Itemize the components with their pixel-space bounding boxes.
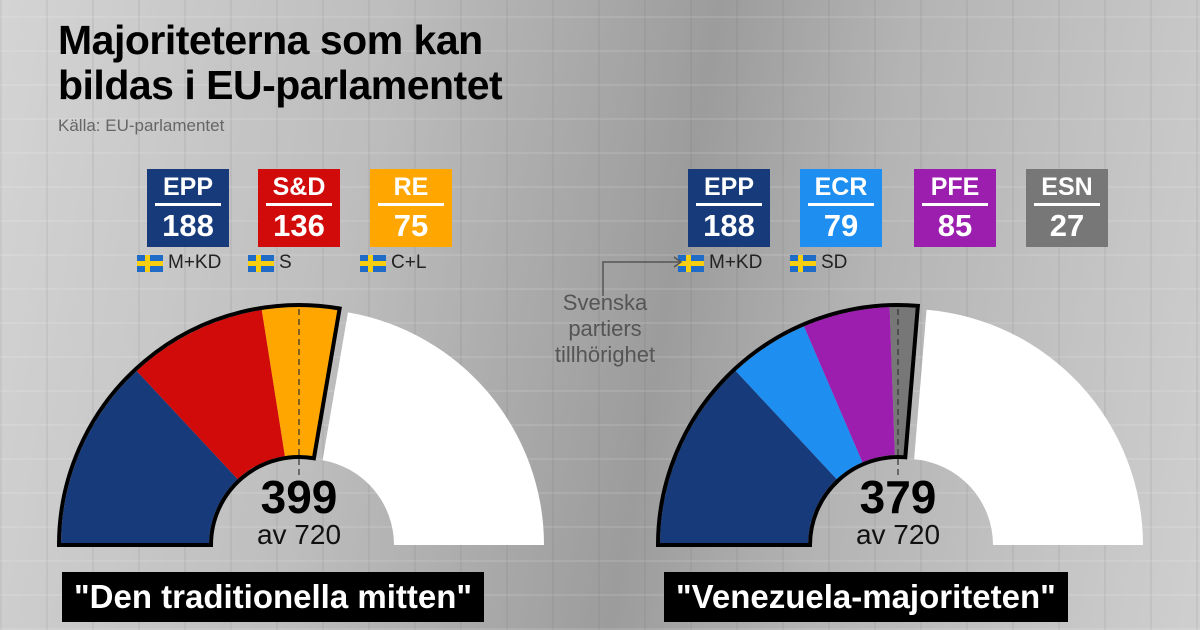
swedish-party-label: S: [279, 252, 292, 273]
swedish-flag-icon: [248, 254, 274, 272]
divider: [266, 203, 332, 206]
segment-ecr: [735, 326, 863, 480]
party-name: S&D: [272, 173, 326, 201]
party-box-epp: EPP 188: [688, 169, 770, 247]
party-box-re: RE 75: [370, 169, 452, 247]
party-name: PFE: [930, 173, 980, 201]
party-box-pfe: PFE 85: [914, 169, 996, 247]
divider: [1034, 203, 1100, 206]
annotation-swedish-parties: Svenska partiers tillhörighet: [540, 290, 670, 368]
party-box-sd: S&D 136: [258, 169, 340, 247]
swedish-party-label: SD: [821, 252, 848, 273]
swedish-party-label: M+KD: [168, 252, 222, 273]
swedish-parties: C+L: [360, 252, 426, 274]
party-seats: 188: [703, 208, 755, 243]
party-seats: 136: [273, 208, 325, 243]
swedish-flag-icon: [790, 254, 816, 272]
note-line: Svenska: [562, 290, 648, 315]
segment-epp: [660, 370, 837, 545]
note-line: partiers: [568, 316, 642, 341]
total-seats-right: 379 av 720: [823, 474, 973, 550]
swedish-flag-icon: [360, 254, 386, 272]
remaining-seats-arc: [914, 309, 1143, 545]
sum-label: av 720: [855, 519, 941, 550]
party-seats: 27: [1049, 208, 1085, 243]
segment-pfe: [804, 307, 895, 463]
swedish-flag-icon: [678, 254, 704, 272]
sum: 379: [859, 471, 937, 523]
title-line-2: bildas i EU-parlamentet: [58, 62, 503, 108]
swedish-parties: S: [248, 252, 292, 274]
chart-title-left: "Den traditionella mitten": [62, 572, 484, 622]
swedish-party-label: M+KD: [709, 252, 763, 273]
divider: [808, 203, 874, 206]
party-name: EPP: [162, 173, 214, 201]
total-seats-left: 399 av 720: [224, 474, 374, 550]
segment-esn: [889, 307, 918, 456]
remaining-seats-arc: [322, 312, 544, 545]
swedish-parties: M+KD: [137, 252, 221, 274]
coalition-outline: [655, 303, 921, 547]
sum: 399: [260, 471, 338, 523]
page-title: Majoriteterna som kan bildas i EU-parlame…: [58, 17, 503, 108]
party-seats: 188: [162, 208, 214, 243]
party-seats: 75: [393, 208, 429, 243]
swedish-parties: M+KD: [678, 252, 762, 274]
source: Källa: EU-parlamentet: [58, 116, 225, 135]
party-name: RE: [393, 173, 429, 201]
party-seats: 79: [823, 208, 859, 243]
divider: [155, 203, 221, 206]
annotation-arrow: [602, 261, 680, 296]
divider: [922, 203, 988, 206]
chart-title-right: "Venezuela-majoriteten": [664, 572, 1068, 622]
swedish-flag-icon: [137, 254, 163, 272]
party-box-ecr: ECR 79: [800, 169, 882, 247]
note-line: tillhörighet: [554, 342, 656, 367]
party-seats: 85: [937, 208, 973, 243]
sum-label: av 720: [256, 519, 342, 550]
party-box-epp: EPP 188: [147, 169, 229, 247]
party-box-esn: ESN 27: [1026, 169, 1108, 247]
arrow-head-icon: [673, 256, 683, 268]
party-name: EPP: [703, 173, 755, 201]
swedish-party-label: C+L: [391, 252, 427, 273]
title-line-1: Majoriteterna som kan: [58, 17, 483, 63]
segment-epp: [61, 370, 238, 545]
divider: [696, 203, 762, 206]
party-name: ESN: [1041, 173, 1093, 201]
swedish-parties: SD: [790, 252, 847, 274]
segment-sd: [136, 309, 285, 480]
party-name: ECR: [814, 173, 868, 201]
divider: [378, 203, 444, 206]
coalition-outline: [56, 303, 342, 547]
